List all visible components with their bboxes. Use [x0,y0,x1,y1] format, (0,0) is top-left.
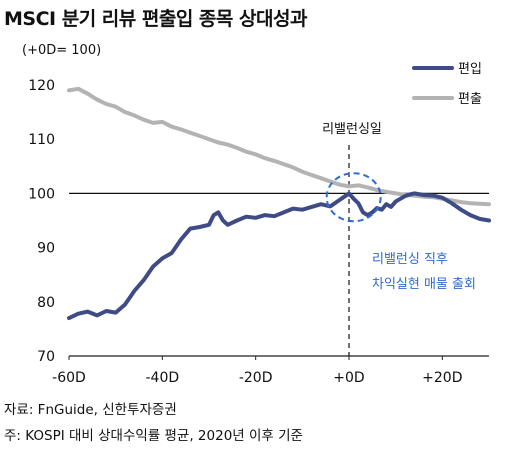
annotation-note-line-2: 차익실현 매물 출회 [372,277,476,292]
series-line-inclusion [67,191,491,321]
y-unit-label: (+0D= 100) [22,43,102,58]
annotation-note-line-1: 리밸런싱 직후 [372,252,448,267]
y-tick-label: 110 [28,132,55,148]
x-tick-label: -60D [52,370,86,386]
legend-label: 편출 [458,92,482,107]
series-lines [67,86,491,321]
y-tick-label: 100 [28,186,55,202]
x-axis-ticks: -60D -40D -20D +0D +20D [52,356,462,386]
x-tick-label: -20D [239,370,273,386]
footnote-line: 주: KOSPI 대비 상대수익률 평균, 2020년 이후 기준 [4,428,303,444]
source-line: 자료: FnGuide, 신한투자증권 [4,402,177,418]
y-axis-ticks: 70 80 90 100 110 120 [28,78,55,365]
y-tick-label: 120 [28,78,55,94]
y-tick-label: 90 [37,241,55,257]
y-tick-label: 70 [37,349,55,365]
y-tick-label: 80 [37,295,55,311]
rebalancing-day-label: 리밸런싱일 [322,122,382,137]
chart-title: MSCI 분기 리뷰 편출입 종목 상대성과 [4,8,307,30]
legend-label: 편입 [458,62,482,77]
highlight-ellipse [325,172,382,223]
x-tick-label: -40D [146,370,180,386]
x-tick-label: +20D [422,370,462,386]
x-tick-label: +0D [333,370,364,386]
series-line-exclusion [67,86,491,207]
